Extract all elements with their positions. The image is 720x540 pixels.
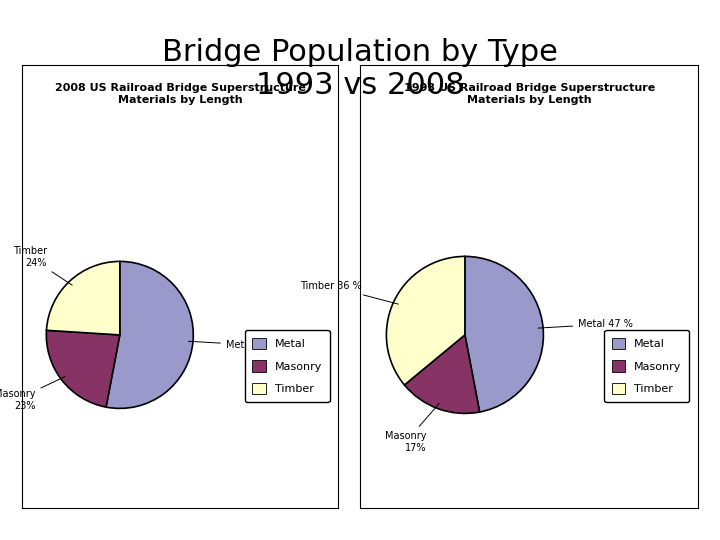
Legend: Metal, Masonry, Timber: Metal, Masonry, Timber: [604, 330, 690, 402]
Legend: Metal, Masonry, Timber: Metal, Masonry, Timber: [245, 330, 330, 402]
Text: 2008 US Railroad Bridge Superstructure
Materials by Length: 2008 US Railroad Bridge Superstructure M…: [55, 83, 305, 105]
Text: Bridge Population by Type
1993 vs 2008: Bridge Population by Type 1993 vs 2008: [162, 38, 558, 100]
Text: 1993 US Railroad Bridge Superstructure
Materials by Length: 1993 US Railroad Bridge Superstructure M…: [404, 83, 654, 105]
